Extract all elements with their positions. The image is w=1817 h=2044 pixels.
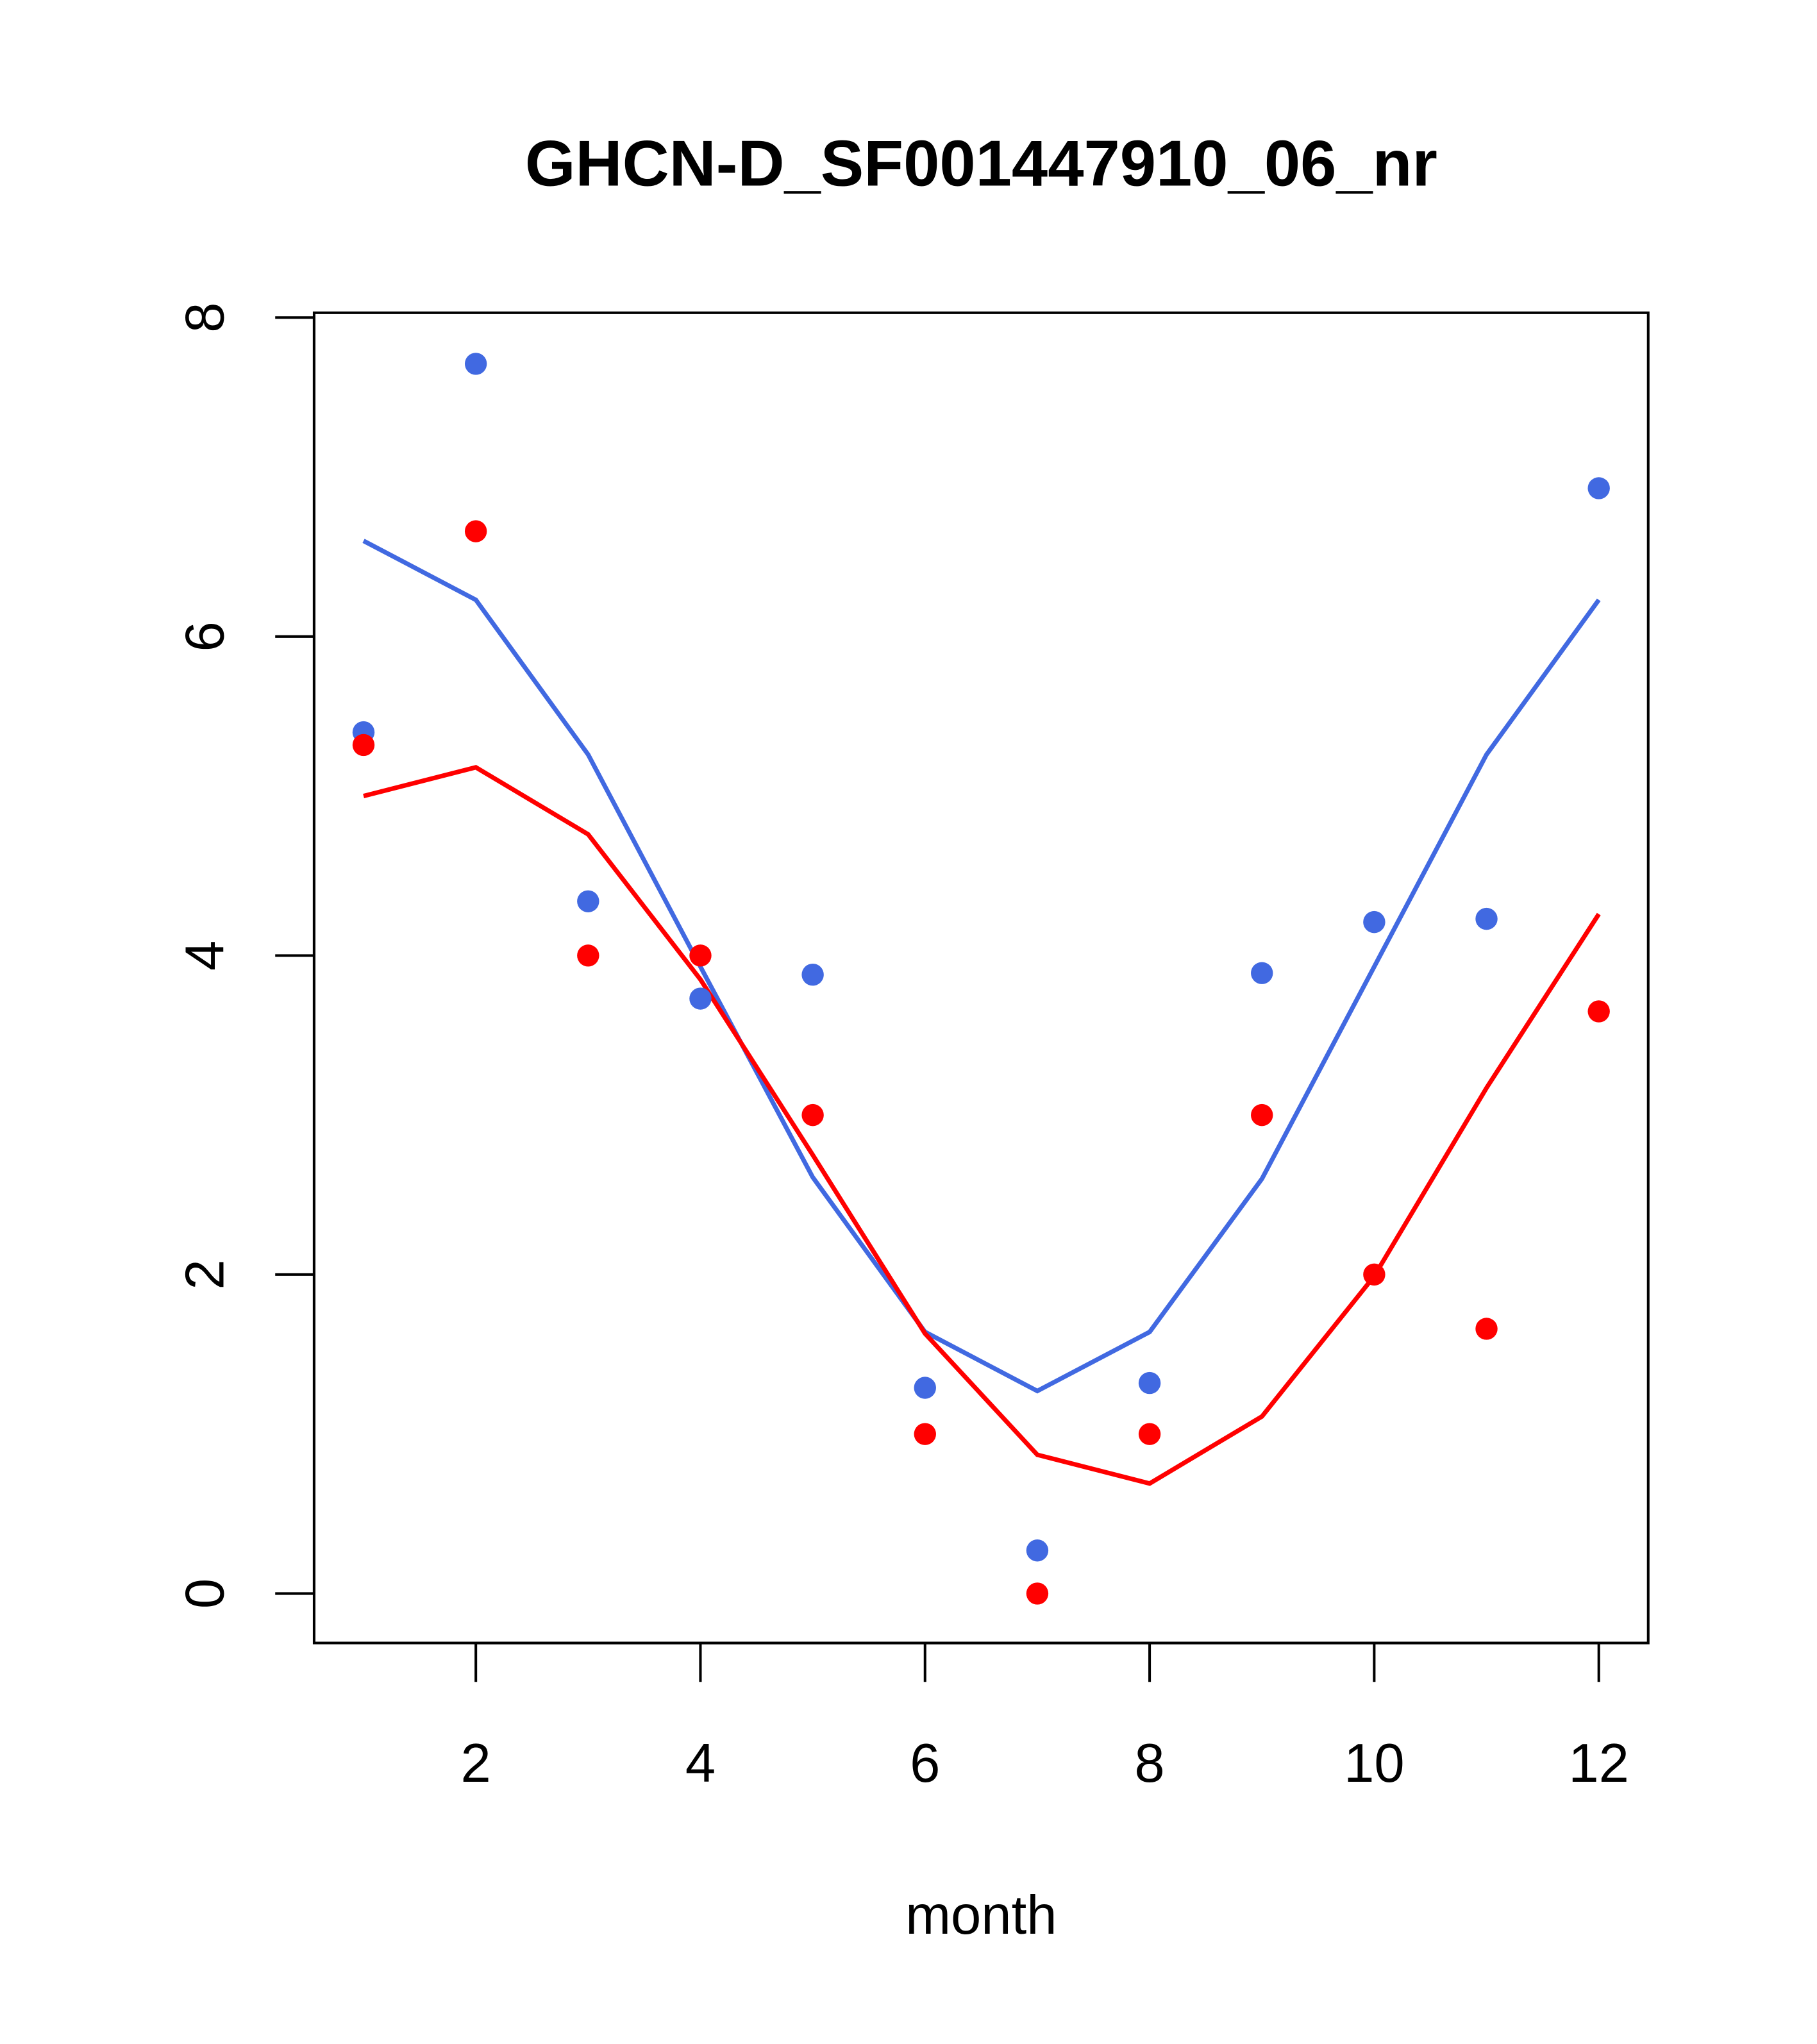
blue-point <box>1587 477 1610 499</box>
red-line <box>363 765 1601 1486</box>
y-tick-label: 0 <box>174 1579 235 1609</box>
red-point <box>577 944 599 967</box>
blue-point <box>1026 1539 1049 1562</box>
x-tick-label: 12 <box>1568 1733 1629 1794</box>
blue-point <box>1138 1371 1161 1395</box>
y-tick-label: 8 <box>174 303 235 333</box>
y-tick-label: 4 <box>174 941 235 971</box>
red-point <box>464 520 487 542</box>
plot-frame <box>312 311 1650 1645</box>
red-point <box>1138 1423 1161 1445</box>
red-point <box>1363 1263 1386 1286</box>
red-point <box>1251 1103 1273 1127</box>
blue-point <box>1475 907 1498 930</box>
blue-point <box>1363 910 1386 934</box>
blue-point <box>801 963 824 986</box>
blue-point <box>1251 962 1273 984</box>
blue-point <box>464 353 487 375</box>
y-tick-label: 6 <box>174 621 235 651</box>
x-tick-label: 6 <box>910 1733 940 1794</box>
blue-point <box>577 890 599 912</box>
red-point <box>689 944 712 967</box>
x-axis-label: month <box>905 1885 1057 1946</box>
red-point <box>1587 1000 1610 1023</box>
x-tick-label: 2 <box>461 1733 491 1794</box>
red-point <box>914 1423 936 1445</box>
blue-point <box>914 1377 936 1399</box>
x-tick-label: 8 <box>1134 1733 1164 1794</box>
x-tick-label: 10 <box>1344 1733 1405 1794</box>
chart-title: GHCN-D_SF001447910_06_nr <box>525 127 1437 199</box>
red-point <box>352 733 375 757</box>
x-tick-label: 4 <box>685 1733 716 1794</box>
red-point <box>801 1103 824 1127</box>
y-tick-label: 2 <box>174 1259 235 1289</box>
red-point <box>1026 1582 1049 1605</box>
red-point <box>1475 1318 1498 1340</box>
blue-point <box>689 987 712 1010</box>
blue-line <box>362 539 1601 1394</box>
